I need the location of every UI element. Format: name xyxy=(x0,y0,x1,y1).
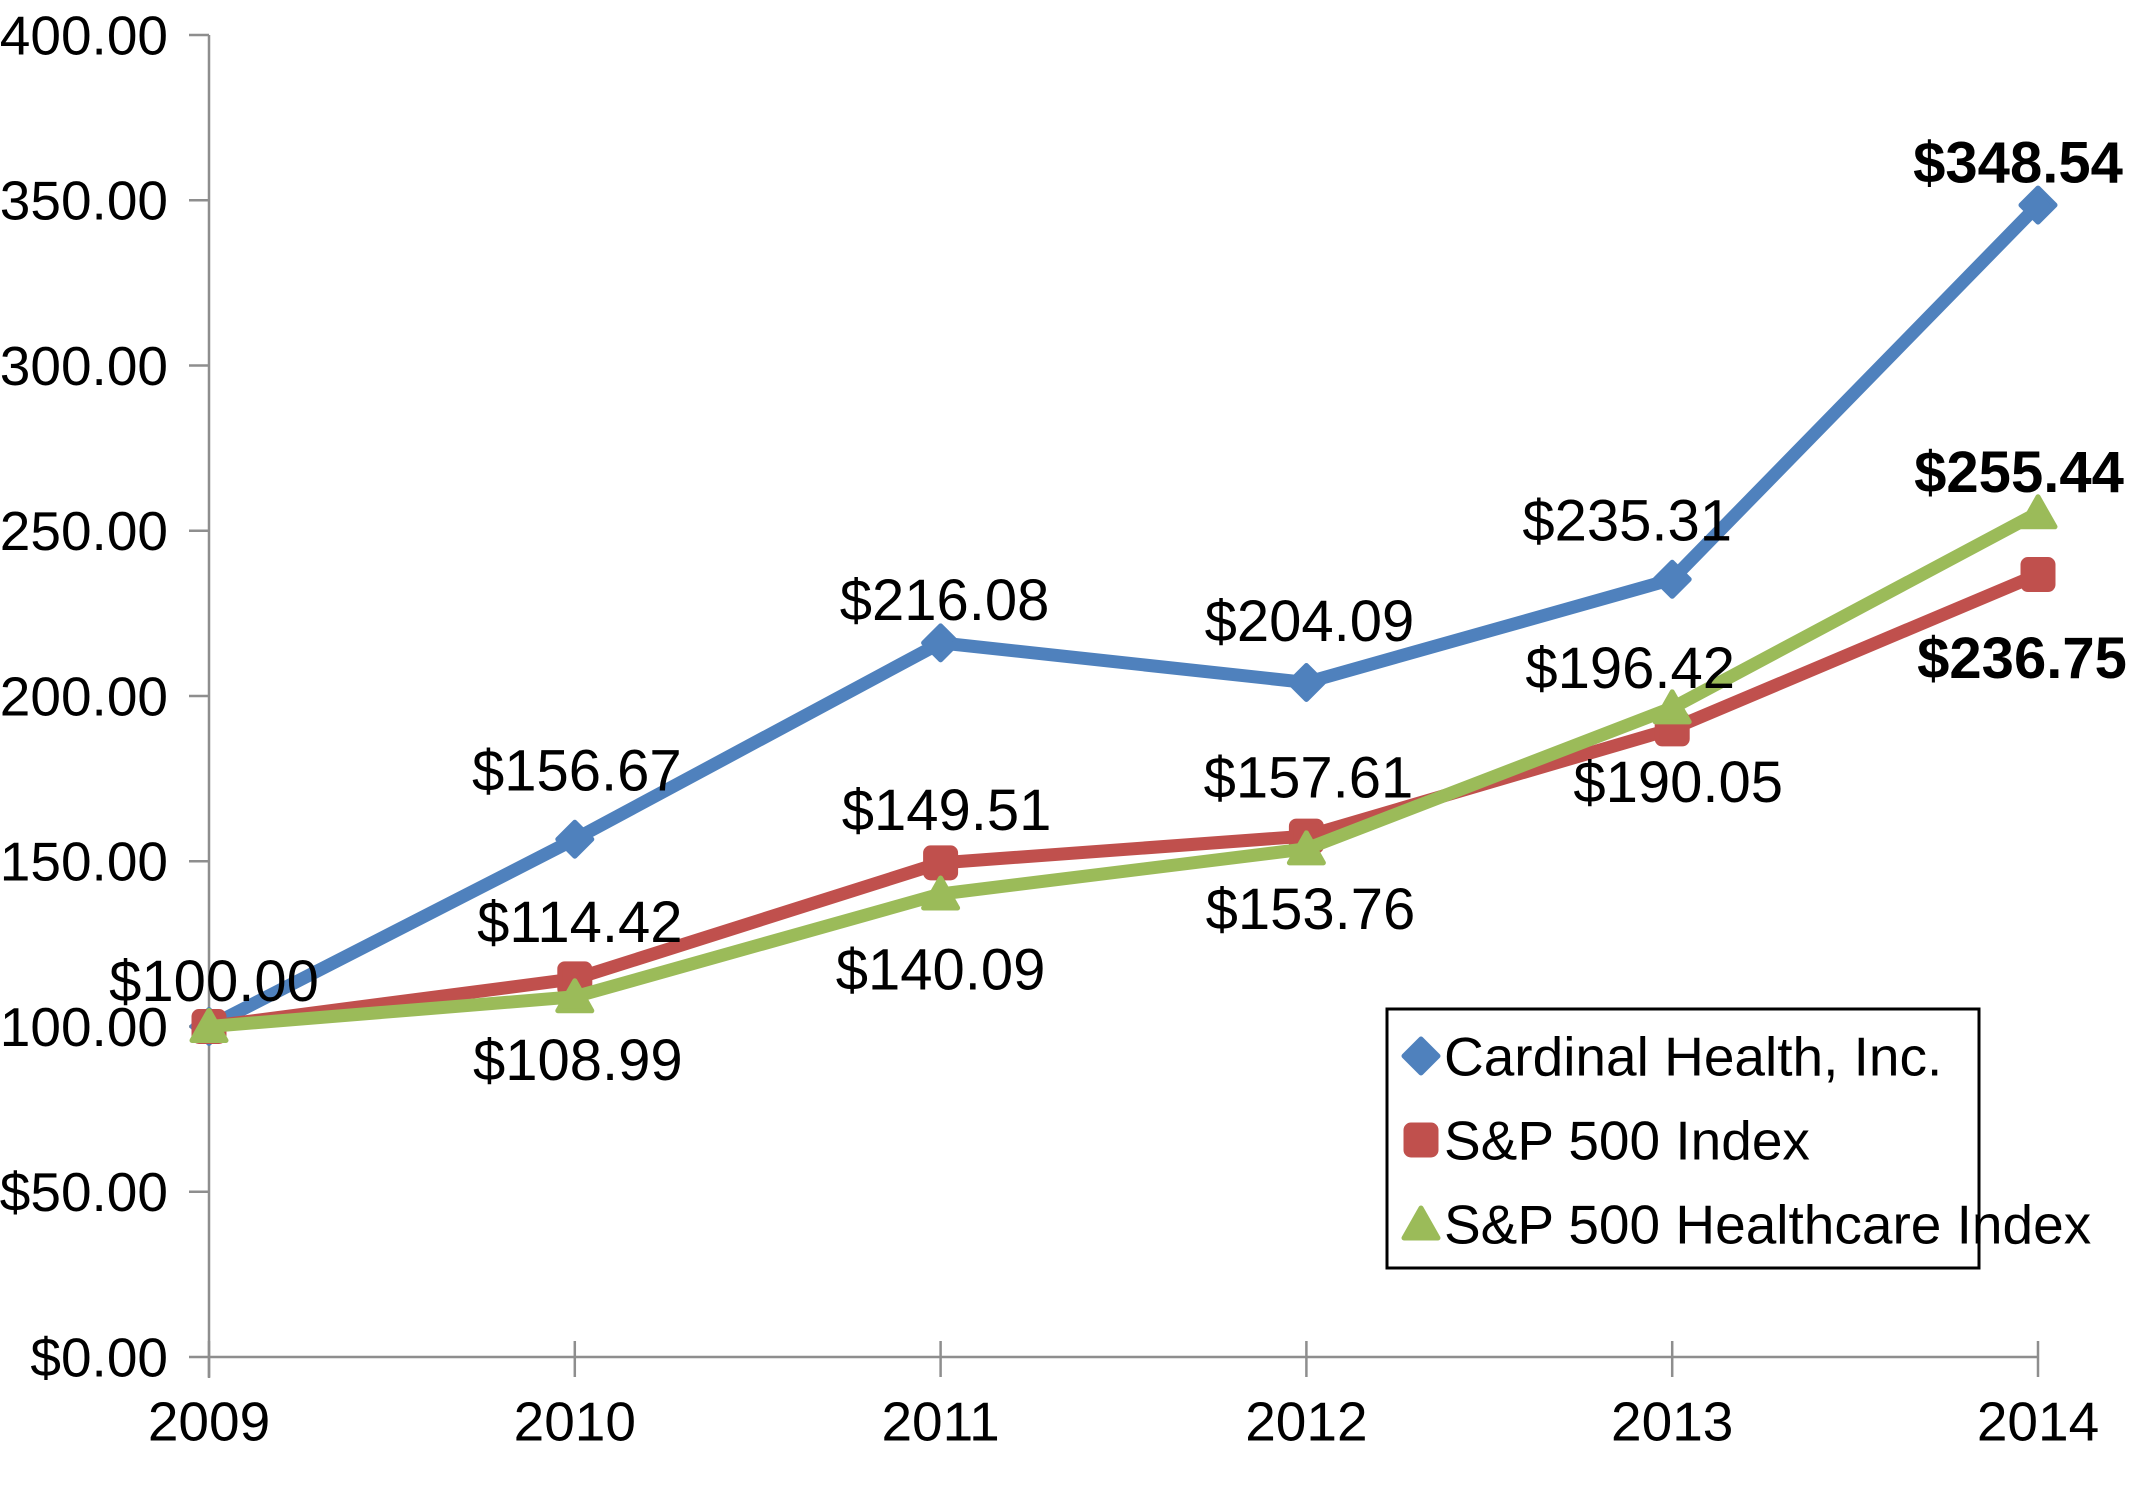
data-label: $348.54 xyxy=(1913,130,2123,195)
x-axis-tick-label: 2011 xyxy=(881,1390,999,1452)
legend-marker-triangle xyxy=(1401,1205,1441,1241)
marker-triangle xyxy=(921,875,961,911)
legend-entry: S&P 500 Healthcare Index xyxy=(1401,1193,2091,1255)
series-line xyxy=(202,198,2045,1033)
data-label: $114.42 xyxy=(477,890,682,955)
x-axis-tick-label: 2012 xyxy=(1245,1390,1367,1452)
legend-entry: Cardinal Health, Inc. xyxy=(1401,1025,1942,1087)
x-axis-tick-label: 2014 xyxy=(1977,1390,2099,1452)
data-label: $204.09 xyxy=(1205,589,1415,654)
series-line xyxy=(202,568,2045,1033)
y-axis-tick-label: $300.00 xyxy=(0,335,168,397)
marker-triangle xyxy=(555,978,595,1014)
legend-entry-label: Cardinal Health, Inc. xyxy=(1444,1025,1942,1087)
series-line xyxy=(202,506,2045,1033)
marker-diamond xyxy=(1286,662,1326,702)
legend-marker-square xyxy=(1403,1122,1439,1158)
data-label: $100.00 xyxy=(109,949,319,1014)
legend-entry: S&P 500 Index xyxy=(1403,1109,1810,1171)
data-label: $236.75 xyxy=(1917,626,2127,691)
data-label: $140.09 xyxy=(836,937,1046,1002)
series-cardinal-health xyxy=(189,185,2058,1046)
y-axis-tick-label: $200.00 xyxy=(0,665,168,727)
data-label: $190.05 xyxy=(1573,750,1783,815)
y-axis-tick-label: $50.00 xyxy=(0,1161,168,1223)
data-label: $216.08 xyxy=(840,568,1050,633)
legend: Cardinal Health, Inc. S&P 500 Index S&P 50… xyxy=(1385,1007,2091,1270)
data-label: $153.76 xyxy=(1206,877,1416,942)
y-axis-tick-label: $400.00 xyxy=(0,4,168,66)
data-label: $156.67 xyxy=(472,739,682,804)
y-axis-tick-label: $350.00 xyxy=(0,170,168,232)
data-labels: $100.00 $156.67 $216.08 $204.09 $235.31 $348.… xyxy=(109,130,2127,1093)
axes: $400.00 $350.00 $300.00 $250.00 $200.00 $150.… xyxy=(0,4,2099,1452)
legend-marker-diamond xyxy=(1401,1036,1441,1076)
marker-triangle xyxy=(2018,494,2058,530)
marker-square xyxy=(923,845,959,881)
marker-triangle xyxy=(1652,689,1692,725)
data-label: $235.31 xyxy=(1522,489,1732,554)
marker-square xyxy=(2020,557,2056,593)
data-label: $149.51 xyxy=(842,778,1052,843)
marker-diamond xyxy=(2018,185,2058,225)
marker-triangle xyxy=(189,1008,229,1043)
legend-box xyxy=(1385,1007,1981,1270)
x-axis-tick-label: 2013 xyxy=(1611,1390,1733,1452)
x-axis-tick-label: 2010 xyxy=(514,1390,636,1452)
marker-diamond xyxy=(555,819,595,859)
data-label: $196.42 xyxy=(1525,636,1735,701)
data-label: $157.61 xyxy=(1204,745,1414,810)
y-axis-tick-label: $250.00 xyxy=(0,500,168,562)
marker-diamond xyxy=(1652,559,1692,599)
legend-entry-label: S&P 500 Healthcare Index xyxy=(1444,1193,2091,1255)
legend-entry-label: S&P 500 Index xyxy=(1444,1109,1810,1171)
y-axis-tick-label: $100.00 xyxy=(0,996,168,1058)
data-label: $108.99 xyxy=(473,1028,683,1093)
series-sp500-healthcare xyxy=(189,494,2058,1043)
y-axis-tick-label: $150.00 xyxy=(0,831,168,893)
marker-triangle xyxy=(1286,830,1326,866)
y-axis-tick-label: $0.00 xyxy=(30,1326,168,1388)
data-label: $255.44 xyxy=(1914,440,2124,505)
marker-diamond xyxy=(921,623,961,663)
x-axis-tick-label: 2009 xyxy=(148,1390,270,1452)
